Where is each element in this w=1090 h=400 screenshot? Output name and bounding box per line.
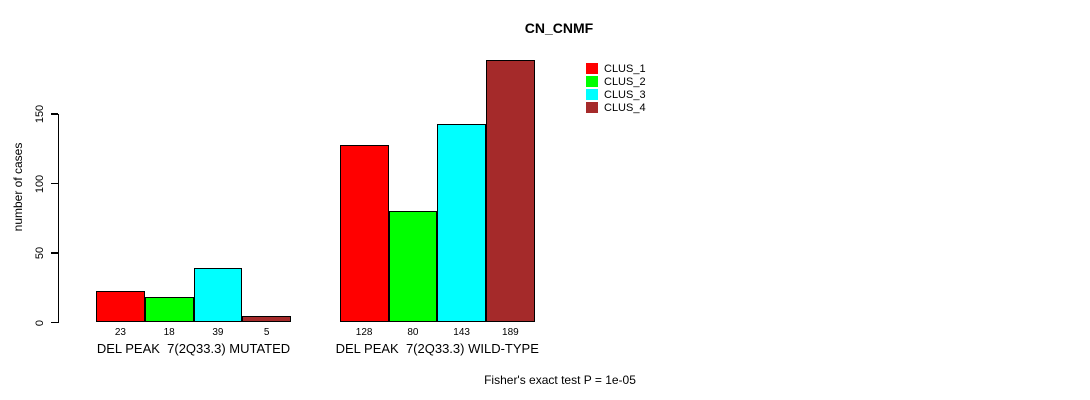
y-tick-label: 0 — [34, 319, 46, 326]
bar-clus_2-group2 — [388, 211, 438, 323]
legend-swatch-icon — [586, 89, 598, 100]
legend-item: CLUS_4 — [586, 101, 646, 114]
legend-swatch-icon — [586, 76, 598, 87]
y-tick-label: 50 — [34, 246, 46, 260]
y-tick-label: 150 — [34, 104, 46, 124]
y-tick-mark — [50, 252, 58, 254]
bar-value-label: 80 — [407, 327, 419, 338]
group-label: DEL PEAK 7(2Q33.3) WILD-TYPE — [335, 341, 539, 356]
legend-item: CLUS_1 — [586, 62, 646, 75]
legend-label: CLUS_1 — [604, 62, 646, 75]
legend-label: CLUS_3 — [604, 88, 646, 101]
legend-swatch-icon — [586, 63, 598, 74]
y-tick-mark — [50, 321, 58, 324]
bar-clus_1-group1 — [96, 290, 145, 323]
legend-label: CLUS_4 — [604, 101, 646, 114]
legend-swatch-icon — [586, 102, 598, 113]
bar-value-label: 5 — [263, 327, 270, 338]
y-tick-label: 100 — [34, 174, 46, 193]
group-label: DEL PEAK 7(2Q33.3) MUTATED — [96, 341, 291, 356]
bar-clus_4-group2 — [486, 59, 535, 323]
legend-item: CLUS_2 — [586, 75, 646, 88]
legend: CLUS_1 CLUS_2 CLUS_3 CLUS_4 — [586, 62, 646, 114]
y-tick-mark — [50, 182, 58, 185]
chart-title: CN_CNMF — [524, 20, 594, 36]
y-axis-label: number of cases — [11, 142, 25, 232]
bar-value-label: 18 — [163, 327, 175, 338]
bar-clus_1-group2 — [339, 144, 389, 323]
y-tick-mark — [50, 113, 58, 115]
bar-clus_3-group1 — [193, 268, 243, 323]
legend-label: CLUS_2 — [604, 75, 646, 88]
bar-value-label: 23 — [114, 327, 126, 338]
bar-value-label: 39 — [212, 327, 224, 338]
bar-clus_3-group2 — [437, 123, 486, 323]
bar-value-label: 189 — [502, 327, 519, 338]
bar-clus_2-group1 — [144, 297, 194, 323]
y-axis-line — [57, 114, 59, 323]
annotation-text: Fisher's exact test P = 1e-05 — [484, 373, 636, 387]
legend-item: CLUS_3 — [586, 88, 646, 101]
bar-value-label: 128 — [355, 327, 373, 338]
bar-clus_4-group1 — [242, 315, 291, 323]
bar-value-label: 143 — [453, 327, 470, 338]
